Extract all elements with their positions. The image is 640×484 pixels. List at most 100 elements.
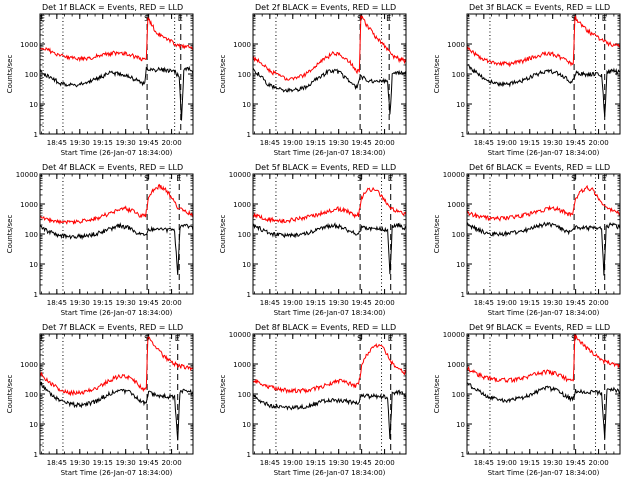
lld-series-line bbox=[467, 334, 620, 384]
x-tick-label: 19:45 bbox=[352, 459, 372, 467]
panel-title: Det 6f BLACK = Events, RED = LLD bbox=[469, 163, 610, 172]
plot-frame bbox=[39, 333, 194, 455]
x-tick-label: 19:45 bbox=[352, 299, 372, 307]
x-axis-label: Start Time (26-Jan-07 18:34:00) bbox=[61, 469, 173, 477]
x-tick-label: 18:45 bbox=[47, 299, 67, 307]
events-series-line bbox=[40, 222, 193, 275]
y-tick-label: 10 bbox=[456, 261, 465, 269]
detector-panel: Det 4f BLACK = Events, RED = LLD Counts/s… bbox=[6, 163, 194, 317]
y-tick-label: 1000 bbox=[20, 201, 38, 209]
x-tick-label: 19:30 bbox=[543, 459, 563, 467]
x-tick-label: 18:45 bbox=[47, 139, 67, 147]
x-tick-label: 19:00 bbox=[283, 139, 303, 147]
y-axis-label: Counts/sec bbox=[219, 55, 227, 94]
x-tick-label: 19:15 bbox=[306, 459, 326, 467]
marker-label: E bbox=[176, 174, 181, 183]
events-series-line bbox=[467, 64, 620, 117]
marker-label: S bbox=[144, 174, 149, 183]
y-axis-label: Counts/sec bbox=[219, 375, 227, 414]
x-tick-label: 19:15 bbox=[520, 299, 540, 307]
x-axis-label: Start Time (26-Jan-07 18:34:00) bbox=[488, 149, 600, 157]
marker-label: E bbox=[602, 174, 607, 183]
events-series-line bbox=[467, 221, 620, 276]
events-series-line bbox=[40, 65, 193, 121]
panel-title: Det 3f BLACK = Events, RED = LLD bbox=[469, 3, 610, 12]
y-tick-label: 1000 bbox=[447, 41, 465, 49]
x-tick-label: 19:15 bbox=[520, 459, 540, 467]
y-tick-label: 100 bbox=[25, 231, 38, 239]
marker-label: E bbox=[388, 174, 393, 183]
marker-label: S bbox=[571, 334, 576, 343]
x-tick-label: 19:30 bbox=[329, 299, 349, 307]
plot-frame bbox=[466, 13, 621, 135]
plot-frame bbox=[252, 13, 407, 135]
x-tick-label: 19:15 bbox=[93, 459, 113, 467]
panel-title: Det 7f BLACK = Events, RED = LLD bbox=[42, 323, 183, 332]
marker-label: E bbox=[178, 14, 183, 23]
y-tick-label: 10 bbox=[242, 261, 251, 269]
y-axis-label: Counts/sec bbox=[433, 215, 441, 254]
y-tick-label: 100 bbox=[25, 71, 38, 79]
x-tick-label: 20:00 bbox=[374, 459, 394, 467]
lld-series-line bbox=[40, 336, 193, 397]
y-tick-label: 1 bbox=[247, 131, 251, 139]
y-tick-label: 100 bbox=[452, 391, 465, 399]
detector-panel: Det 2f BLACK = Events, RED = LLD Counts/s… bbox=[219, 3, 407, 157]
x-tick-label: 19:00 bbox=[283, 299, 303, 307]
x-tick-label: 19:00 bbox=[283, 459, 303, 467]
marker-label: E bbox=[388, 334, 393, 343]
y-tick-label: 10 bbox=[456, 101, 465, 109]
marker-label: E bbox=[40, 334, 45, 343]
events-series-line bbox=[467, 382, 620, 439]
y-tick-label: 100 bbox=[452, 71, 465, 79]
x-tick-label: 19:15 bbox=[520, 139, 540, 147]
x-axis-label: Start Time (26-Jan-07 18:34:00) bbox=[274, 469, 386, 477]
x-tick-label: 19:00 bbox=[497, 459, 517, 467]
x-axis-label: Start Time (26-Jan-07 18:34:00) bbox=[274, 149, 386, 157]
y-tick-label: 100 bbox=[238, 231, 251, 239]
x-tick-label: 20:00 bbox=[588, 299, 608, 307]
y-tick-label: 1000 bbox=[20, 41, 38, 49]
x-tick-label: 20:00 bbox=[588, 459, 608, 467]
x-tick-label: 19:30 bbox=[329, 139, 349, 147]
y-tick-label: 100 bbox=[25, 391, 38, 399]
marker-label: S bbox=[571, 14, 576, 23]
y-tick-label: 1 bbox=[34, 131, 38, 139]
x-tick-label: 19:30 bbox=[70, 299, 90, 307]
marker-label: S bbox=[357, 174, 362, 183]
x-axis-label: Start Time (26-Jan-07 18:34:00) bbox=[61, 149, 173, 157]
x-tick-label: 19:30 bbox=[543, 139, 563, 147]
y-tick-label: 1000 bbox=[20, 361, 38, 369]
y-tick-label: 1000 bbox=[233, 201, 251, 209]
marker-label: S bbox=[144, 14, 149, 23]
x-tick-label: 18:45 bbox=[260, 139, 280, 147]
marker-label: E bbox=[602, 334, 607, 343]
panel-title: Det 4f BLACK = Events, RED = LLD bbox=[42, 163, 183, 172]
y-tick-label: 1 bbox=[247, 291, 251, 299]
y-tick-label: 10 bbox=[242, 101, 251, 109]
marker-label: S bbox=[571, 174, 576, 183]
x-tick-label: 19:45 bbox=[352, 139, 372, 147]
lld-series-line bbox=[467, 184, 620, 222]
x-tick-label: 19:15 bbox=[93, 299, 113, 307]
lld-series-line bbox=[253, 15, 406, 81]
x-tick-label: 18:45 bbox=[260, 299, 280, 307]
x-tick-label: 20:00 bbox=[588, 139, 608, 147]
x-axis-label: Start Time (26-Jan-07 18:34:00) bbox=[488, 469, 600, 477]
x-tick-label: 19:15 bbox=[306, 299, 326, 307]
lld-series-line bbox=[253, 342, 406, 395]
y-axis-label: Counts/sec bbox=[433, 55, 441, 94]
y-tick-label: 10000 bbox=[229, 331, 251, 339]
detector-panel: Det 7f BLACK = Events, RED = LLD Counts/s… bbox=[6, 323, 194, 477]
plot-frame bbox=[39, 13, 194, 135]
x-tick-label: 19:30 bbox=[543, 299, 563, 307]
x-tick-label: 18:45 bbox=[47, 459, 67, 467]
x-tick-label: 20:00 bbox=[374, 299, 394, 307]
x-tick-label: 19:30 bbox=[70, 459, 90, 467]
x-tick-label: 19:45 bbox=[566, 139, 586, 147]
marker-label: E bbox=[40, 14, 45, 23]
marker-label: S bbox=[357, 14, 362, 23]
y-tick-label: 10 bbox=[456, 421, 465, 429]
y-tick-label: 10 bbox=[29, 421, 38, 429]
